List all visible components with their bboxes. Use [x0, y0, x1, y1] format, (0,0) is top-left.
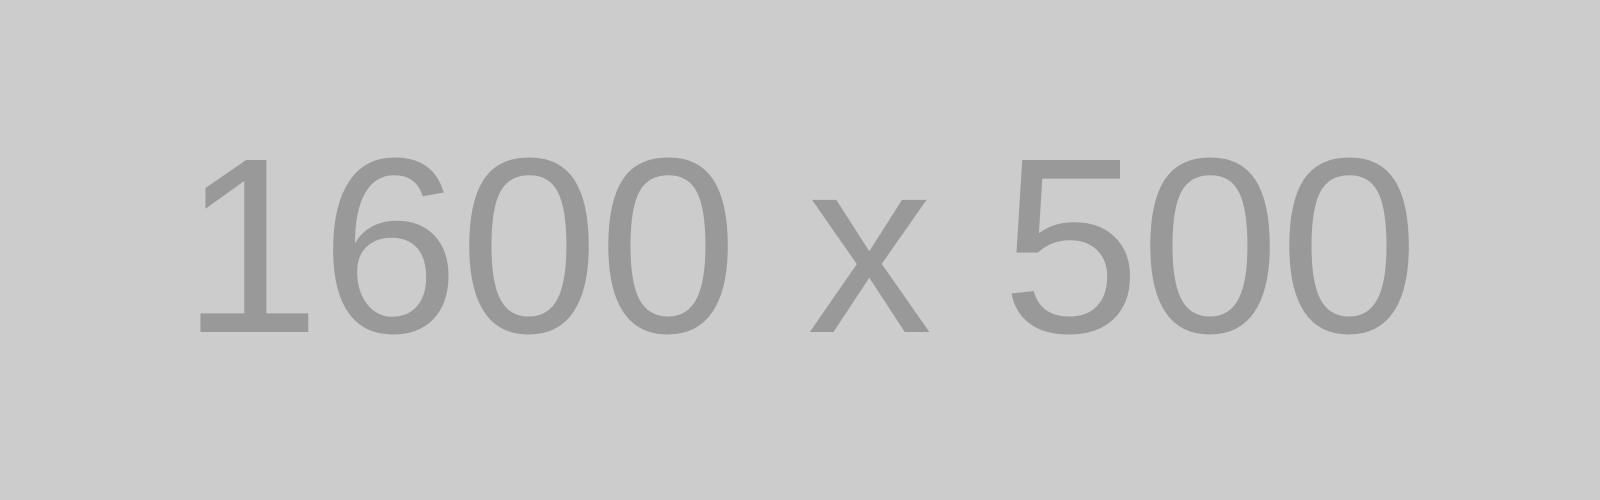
dimension-label: 1600 x 500	[181, 106, 1419, 385]
